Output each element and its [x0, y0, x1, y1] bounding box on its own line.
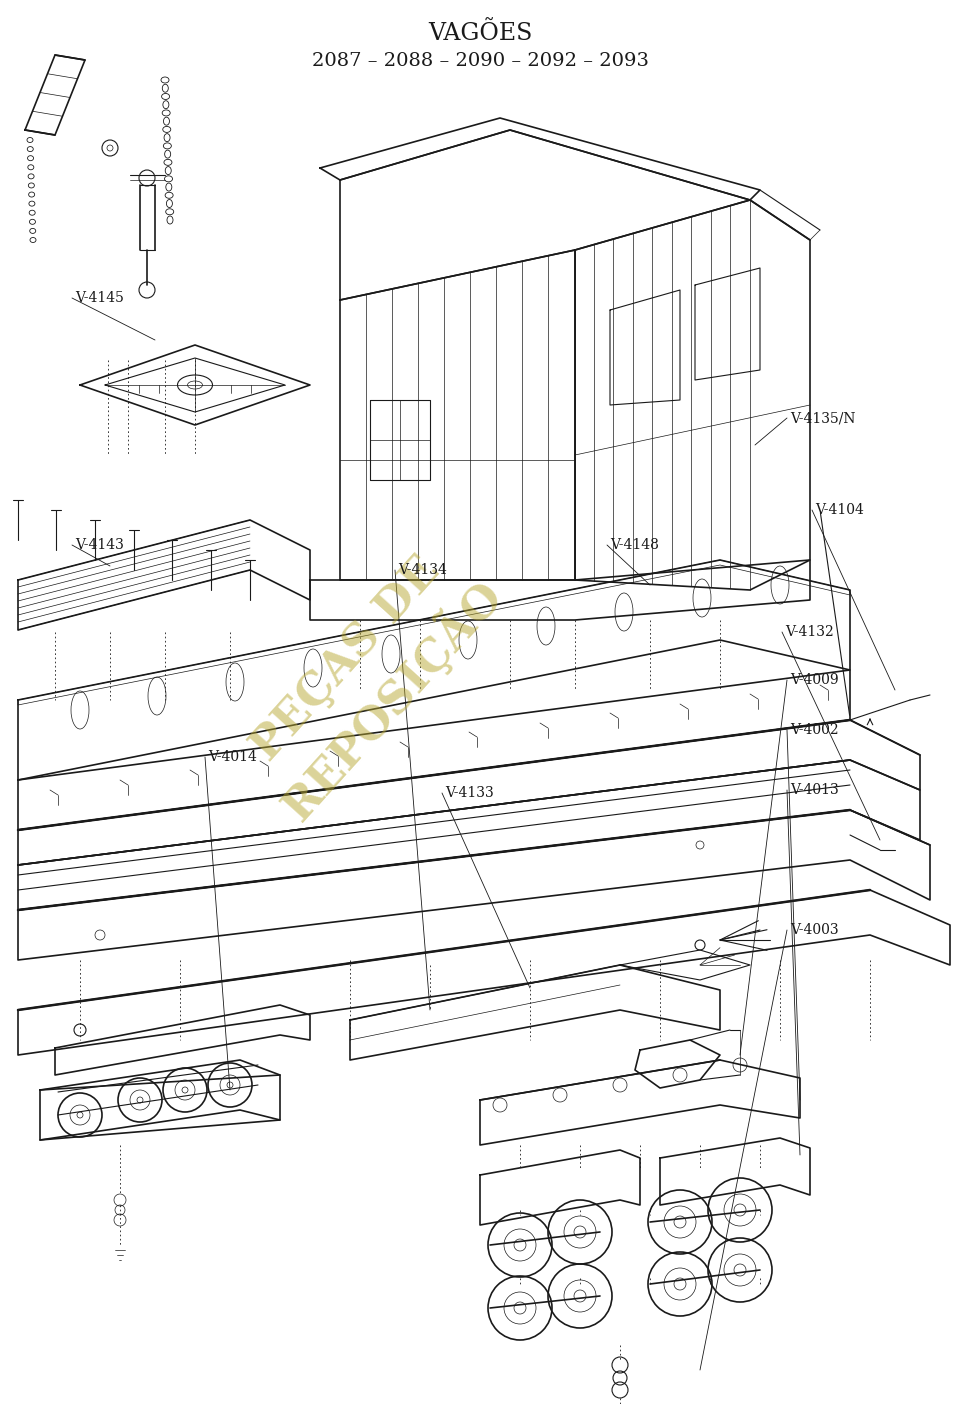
Circle shape — [182, 1087, 188, 1092]
Text: V-4143: V-4143 — [75, 538, 124, 552]
Text: V-4009: V-4009 — [790, 673, 839, 687]
Circle shape — [107, 145, 113, 152]
Text: V-4148: V-4148 — [610, 538, 659, 552]
Text: V-4135/N: V-4135/N — [790, 411, 855, 425]
Circle shape — [696, 841, 704, 849]
Text: V-4133: V-4133 — [445, 786, 493, 800]
Text: V-4013: V-4013 — [790, 783, 839, 797]
Text: V-4014: V-4014 — [208, 750, 257, 764]
Text: 2087 – 2088 – 2090 – 2092 – 2093: 2087 – 2088 – 2090 – 2092 – 2093 — [311, 52, 649, 70]
Text: V-4003: V-4003 — [790, 922, 839, 936]
Text: V-4132: V-4132 — [785, 625, 833, 639]
Circle shape — [227, 1082, 233, 1088]
Text: V-4002: V-4002 — [790, 723, 839, 737]
Circle shape — [137, 1097, 143, 1104]
Text: V-4134: V-4134 — [398, 563, 446, 577]
Circle shape — [95, 929, 105, 941]
Circle shape — [77, 1112, 83, 1118]
Text: VAGÕES: VAGÕES — [428, 22, 532, 45]
Polygon shape — [18, 560, 850, 705]
Text: PEÇAS DE
REPOSIÇÃO: PEÇAS DE REPOSIÇÃO — [228, 531, 512, 828]
Text: V-4104: V-4104 — [815, 503, 864, 517]
Text: V-4145: V-4145 — [75, 291, 124, 305]
